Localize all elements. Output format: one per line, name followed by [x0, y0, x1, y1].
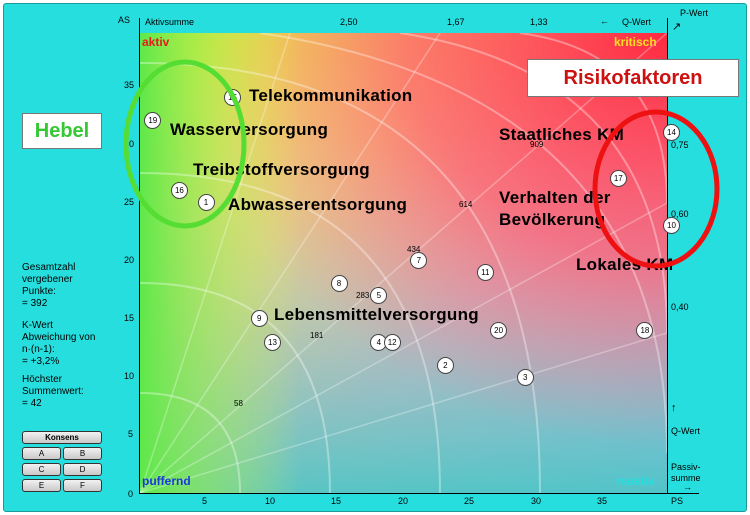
node-1[interactable]: 1: [197, 193, 215, 211]
y-tick-25: 25: [124, 197, 135, 207]
top-tick-2: 1,67: [447, 17, 465, 27]
y-tick-35: 35: [124, 80, 135, 90]
node-12[interactable]: 12: [383, 333, 401, 351]
sum-label-614: 614: [459, 200, 473, 209]
top-tick-3: 1,33: [530, 17, 548, 27]
label-bevoelkerung: Bevölkerung: [499, 210, 606, 229]
node-13[interactable]: 13: [264, 333, 281, 351]
label-wasserversorgung: Wasserversorgung: [170, 120, 329, 139]
x-axis-label: PS: [671, 496, 684, 506]
label-verhalten: Verhalten der: [499, 188, 611, 207]
q-wert-top-label: Q-Wert: [622, 17, 651, 27]
arrow-left-icon: ←: [600, 16, 609, 26]
k-value-label: K-Wert Abweichung von n·(n-1):: [22, 320, 96, 355]
right-tick-040: 0,40: [671, 302, 689, 312]
arrow-up-right-icon: ↗: [672, 21, 682, 33]
button-a[interactable]: A: [22, 447, 61, 460]
influence-matrix-plot: [140, 33, 667, 493]
q-wert-right-label: Q-Wert: [671, 426, 700, 436]
node-10[interactable]: 10: [663, 217, 680, 235]
button-c[interactable]: C: [22, 463, 61, 476]
y-tick-15: 15: [124, 313, 135, 323]
y-tick-20: 20: [124, 255, 135, 265]
konsens-button[interactable]: Konsens: [22, 431, 102, 444]
node-2[interactable]: 2: [436, 356, 454, 374]
p-wert-label: P-Wert: [680, 8, 708, 18]
y-axis: [139, 18, 140, 494]
node-11[interactable]: 11: [476, 263, 494, 281]
node-5[interactable]: 5: [370, 286, 388, 304]
x-tick-25: 25: [464, 496, 475, 506]
button-f[interactable]: F: [63, 479, 102, 492]
sum-label-434: 434: [407, 245, 421, 254]
hebel-box: Hebel: [22, 113, 102, 149]
node-8[interactable]: 8: [330, 275, 348, 293]
x-tick-0: 0: [128, 489, 134, 499]
corner-reaktiv: reaktiv: [616, 474, 655, 488]
top-tick-1: 2,50: [340, 17, 358, 27]
node-7[interactable]: 7: [410, 252, 428, 269]
node-9[interactable]: 9: [250, 310, 268, 328]
node-14[interactable]: 14: [663, 123, 680, 141]
button-e[interactable]: E: [22, 479, 61, 492]
right-axis: [667, 18, 668, 494]
label-lokales-km: Lokales KM: [576, 255, 674, 274]
x-tick-5: 5: [202, 496, 208, 506]
node-18[interactable]: 18: [636, 321, 654, 339]
right-tick-060: 0,60: [671, 209, 689, 219]
sum-label-58: 58: [234, 399, 243, 408]
label-staatliches-km: Staatliches KM: [499, 125, 625, 144]
corner-kritisch: kritisch: [614, 35, 657, 49]
y-tick-30: 30: [124, 139, 135, 149]
sum-label-909: 909: [530, 140, 544, 149]
y-tick-5: 5: [128, 429, 134, 439]
right-tick-075: 0,75: [671, 140, 689, 150]
arrow-right-icon: →: [683, 482, 692, 492]
node-3[interactable]: 3: [516, 368, 534, 386]
x-axis: [139, 493, 699, 494]
label-treibstoffversorgung: Treibstoffversorgung: [193, 160, 370, 179]
risk-ring: [592, 109, 720, 269]
label-telekommunikation: Telekommunikation: [249, 86, 413, 105]
plot-background: [140, 33, 667, 493]
total-points-value: = 392: [22, 298, 48, 309]
sum-label-283: 283: [356, 291, 370, 300]
x-tick-35: 35: [597, 496, 608, 506]
node-19[interactable]: 19: [144, 112, 162, 130]
corner-puffernd: puffernd: [142, 474, 191, 488]
hebel-ring: [123, 59, 247, 229]
x-tick-10: 10: [265, 496, 276, 506]
x-tick-15: 15: [331, 496, 342, 506]
node-20[interactable]: 20: [490, 321, 508, 339]
k-value-value: = +3,2%: [22, 356, 60, 367]
label-abwasserentsorgung: Abwasserentsorgung: [228, 195, 408, 214]
button-d[interactable]: D: [63, 463, 102, 476]
total-points-label: Gesamtzahl vergebener Punkte:: [22, 262, 76, 297]
passivsumme-label: Passiv- summe: [671, 462, 701, 483]
sum-label-181: 181: [310, 331, 324, 340]
node-16[interactable]: 16: [170, 182, 188, 200]
x-tick-20: 20: [398, 496, 409, 506]
arrow-up-icon: ↑: [671, 402, 677, 414]
y-axis-label: AS: [118, 15, 131, 25]
y-tick-10: 10: [124, 371, 135, 381]
max-sum-value: = 42: [22, 398, 42, 409]
button-b[interactable]: B: [63, 447, 102, 460]
label-lebensmittelversorgung: Lebensmittelversorgung: [274, 305, 479, 324]
node-17[interactable]: 17: [609, 170, 627, 188]
risikofaktoren-box: Risikofaktoren: [527, 59, 739, 97]
aktivsumme-label: Aktivsumme: [145, 17, 195, 27]
corner-aktiv: aktiv: [142, 35, 170, 49]
max-sum-label: Höchster Summenwert:: [22, 374, 84, 397]
x-tick-30: 30: [531, 496, 542, 506]
